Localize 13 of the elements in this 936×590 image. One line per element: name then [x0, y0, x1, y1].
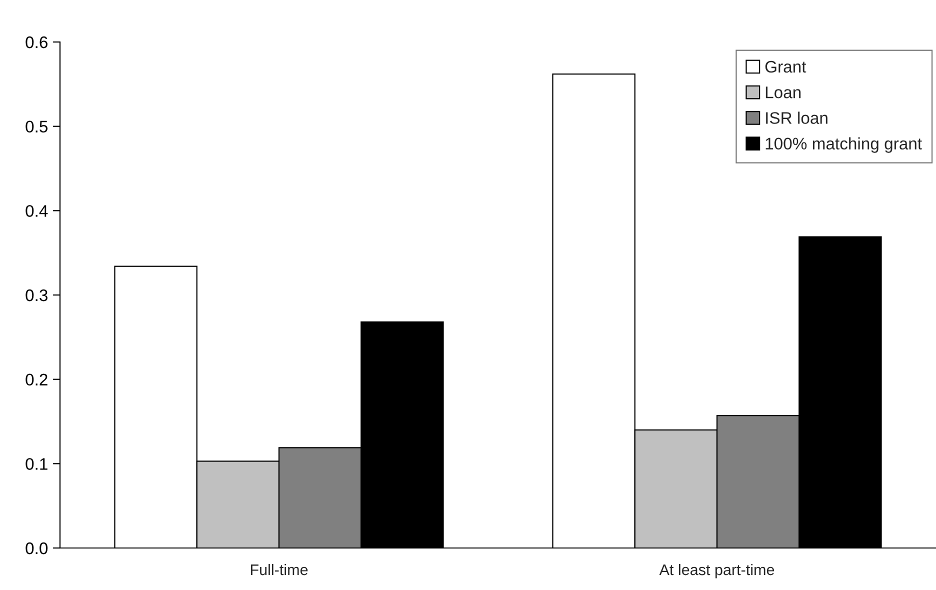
legend-label: Loan	[766, 86, 801, 98]
y-tick-label: 0.4	[26, 205, 48, 217]
y-tick-label: 0.6	[26, 36, 48, 48]
legend-label: Grant	[765, 60, 806, 73]
x-tick-label: Full-time	[250, 564, 308, 576]
y-tick-label: 0.1	[26, 458, 48, 470]
x-tick-label: At least part-time	[659, 564, 774, 578]
legend-label: ISR loan	[766, 112, 828, 124]
y-tick-label: 0.5	[26, 120, 48, 133]
legend-label: 100% matching grant	[766, 137, 922, 153]
y-tick-label: 0.2	[26, 374, 48, 386]
y-tick-label: 0.0	[26, 542, 48, 554]
y-tick-label: 0.3	[26, 289, 48, 302]
